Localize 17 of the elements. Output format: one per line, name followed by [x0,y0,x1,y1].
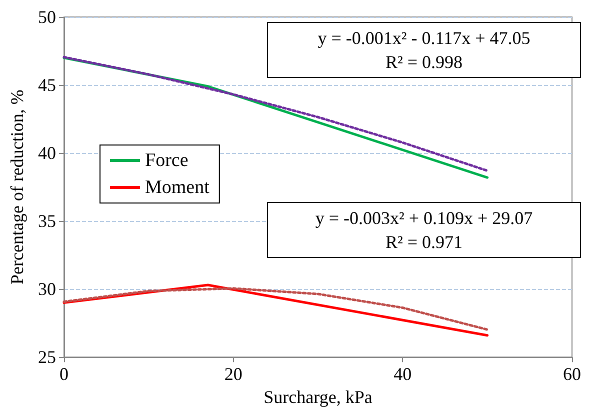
legend-label: Moment [145,177,210,198]
x-axis-title: Surcharge, kPa [264,387,372,407]
y-axis-title: Percentage of reduction, % [7,90,27,285]
annotation: y = -0.003x² + 0.109x + 29.07 R² = 0.971 [314,207,534,254]
y-tick-label: 30 [38,279,56,300]
x-tick-label: 0 [60,364,68,384]
x-tick-label: 60 [563,364,581,384]
y-tick-label: 40 [38,143,56,164]
legend-label: Force [145,150,188,171]
y-tick-label: 25 [38,347,56,368]
x-tick-label: 40 [394,364,412,384]
annotation: y = -0.001x² - 0.117x + 47.05 R² = 0.998 [316,27,532,74]
line-series [62,287,489,331]
y-tick-label: 50 [38,7,56,27]
y-tick-label: 45 [38,75,56,96]
y-tick-label: 35 [38,211,56,232]
x-tick-label: 20 [224,364,242,384]
